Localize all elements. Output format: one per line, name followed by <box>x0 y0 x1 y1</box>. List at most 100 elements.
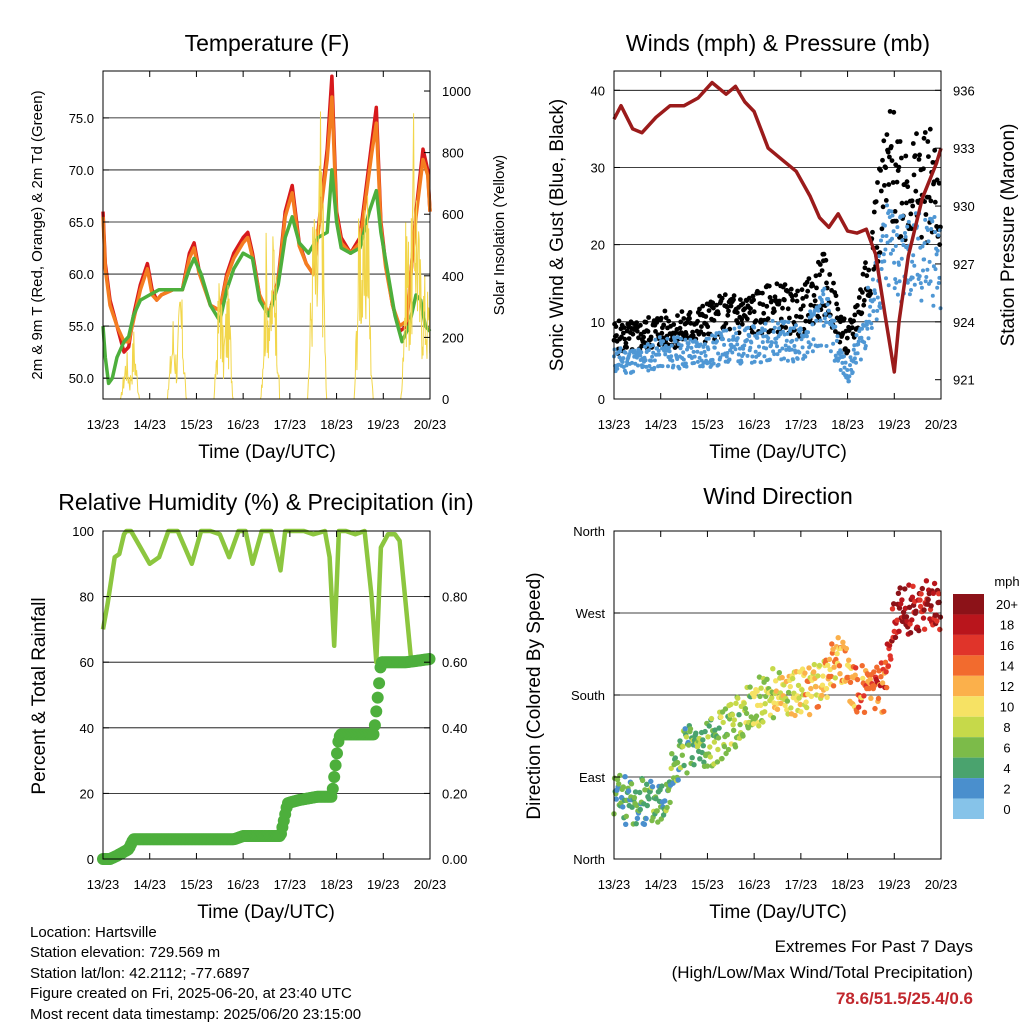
wind-point <box>761 334 766 339</box>
gust-point <box>904 200 909 206</box>
gust-point <box>722 292 728 298</box>
direction-point <box>779 674 785 681</box>
direction-point <box>921 626 928 632</box>
direction-point <box>854 676 861 683</box>
y2-tick-label: 0.80 <box>442 590 467 605</box>
gust-point <box>921 135 927 141</box>
direction-point <box>712 727 718 733</box>
wind-point <box>806 330 810 335</box>
wind-point <box>673 339 678 344</box>
gust-point <box>932 147 938 153</box>
direction-point <box>930 590 937 596</box>
gust-point <box>714 302 719 308</box>
gust-point <box>699 324 704 329</box>
wind-point <box>752 359 757 364</box>
y-tick-label: West <box>576 606 606 621</box>
direction-point <box>920 615 927 621</box>
wind-point <box>890 213 895 218</box>
figure-created: Figure created on Fri, 2025-06-20, at 23… <box>30 985 352 1003</box>
wind-point <box>703 353 708 358</box>
gust-point <box>806 276 812 281</box>
gust-point <box>910 141 916 146</box>
wind-point <box>873 291 878 296</box>
direction-point <box>745 725 751 731</box>
y-tick-label: 80 <box>80 590 94 605</box>
gust-point <box>616 318 622 324</box>
gust-point <box>928 198 934 204</box>
gust-point <box>645 329 651 334</box>
wind-point <box>922 241 927 246</box>
x-tick-label: 14/23 <box>644 417 677 432</box>
direction-point <box>731 717 737 723</box>
direction-point <box>715 746 721 753</box>
gust-point <box>794 298 800 304</box>
gust-point <box>695 318 700 324</box>
gust-point <box>880 157 885 163</box>
gust-point <box>782 297 787 303</box>
direction-point <box>776 670 782 676</box>
direction-point <box>906 582 912 588</box>
gust-point <box>873 199 879 205</box>
gust-point <box>905 184 911 190</box>
gust-point <box>626 336 632 341</box>
direction-point <box>931 580 938 587</box>
legend-swatch <box>953 614 984 635</box>
y2-tick-label: 600 <box>442 207 464 222</box>
extremes-box: Extremes For Past 7 Days (High/Low/Max W… <box>672 934 973 1012</box>
wind-point <box>864 319 869 324</box>
rh-ylabel: Percent & Total Rainfall <box>29 597 50 794</box>
gust-point <box>887 109 893 114</box>
wind-point <box>833 324 838 329</box>
direction-point <box>704 763 711 769</box>
wind-point <box>789 347 794 352</box>
y-tick-label: 0 <box>598 392 605 407</box>
wind-point <box>846 379 851 384</box>
wind-point <box>643 344 648 349</box>
direction-point <box>643 815 649 822</box>
direction-point <box>918 591 924 597</box>
gust-point <box>875 180 880 185</box>
direction-point <box>622 774 628 780</box>
direction-point <box>907 621 913 627</box>
wind-point <box>882 223 887 228</box>
direction-point <box>637 806 643 813</box>
gust-point <box>810 283 816 288</box>
wind-point <box>863 344 868 348</box>
direction-point <box>714 759 721 765</box>
gust-point <box>860 290 865 295</box>
wind-series <box>612 203 943 384</box>
gust-point <box>804 294 809 299</box>
gust-point <box>688 320 694 326</box>
gust-point <box>878 188 884 194</box>
wind-point <box>770 318 775 323</box>
direction-point <box>934 618 940 624</box>
wind-point <box>773 340 778 345</box>
direction-point <box>644 781 650 787</box>
wind-point <box>739 360 744 365</box>
precip-point <box>371 691 384 704</box>
direction-point <box>815 673 821 679</box>
gust-point <box>923 212 929 217</box>
wind-point <box>786 320 791 325</box>
wind-point <box>818 318 823 323</box>
wind-point <box>686 341 691 346</box>
y-tick-label: 40 <box>591 83 605 98</box>
wind-point <box>875 308 880 313</box>
wind-point <box>711 361 716 366</box>
wind-point <box>647 364 652 368</box>
wind-point <box>871 309 876 314</box>
legend-label: 18 <box>1000 618 1014 633</box>
gust-point <box>856 295 862 300</box>
wind-point <box>679 343 684 348</box>
wind-point <box>715 339 719 344</box>
direction-point <box>891 601 897 607</box>
wind-point <box>848 363 852 368</box>
wind-point <box>912 282 917 287</box>
wind-point <box>683 361 688 366</box>
gust-point <box>765 316 771 322</box>
direction-point <box>774 706 781 712</box>
wind-point <box>848 355 853 360</box>
wind-point <box>725 351 730 355</box>
y-tick-label: 75.0 <box>69 111 94 126</box>
gust-point <box>835 306 841 312</box>
